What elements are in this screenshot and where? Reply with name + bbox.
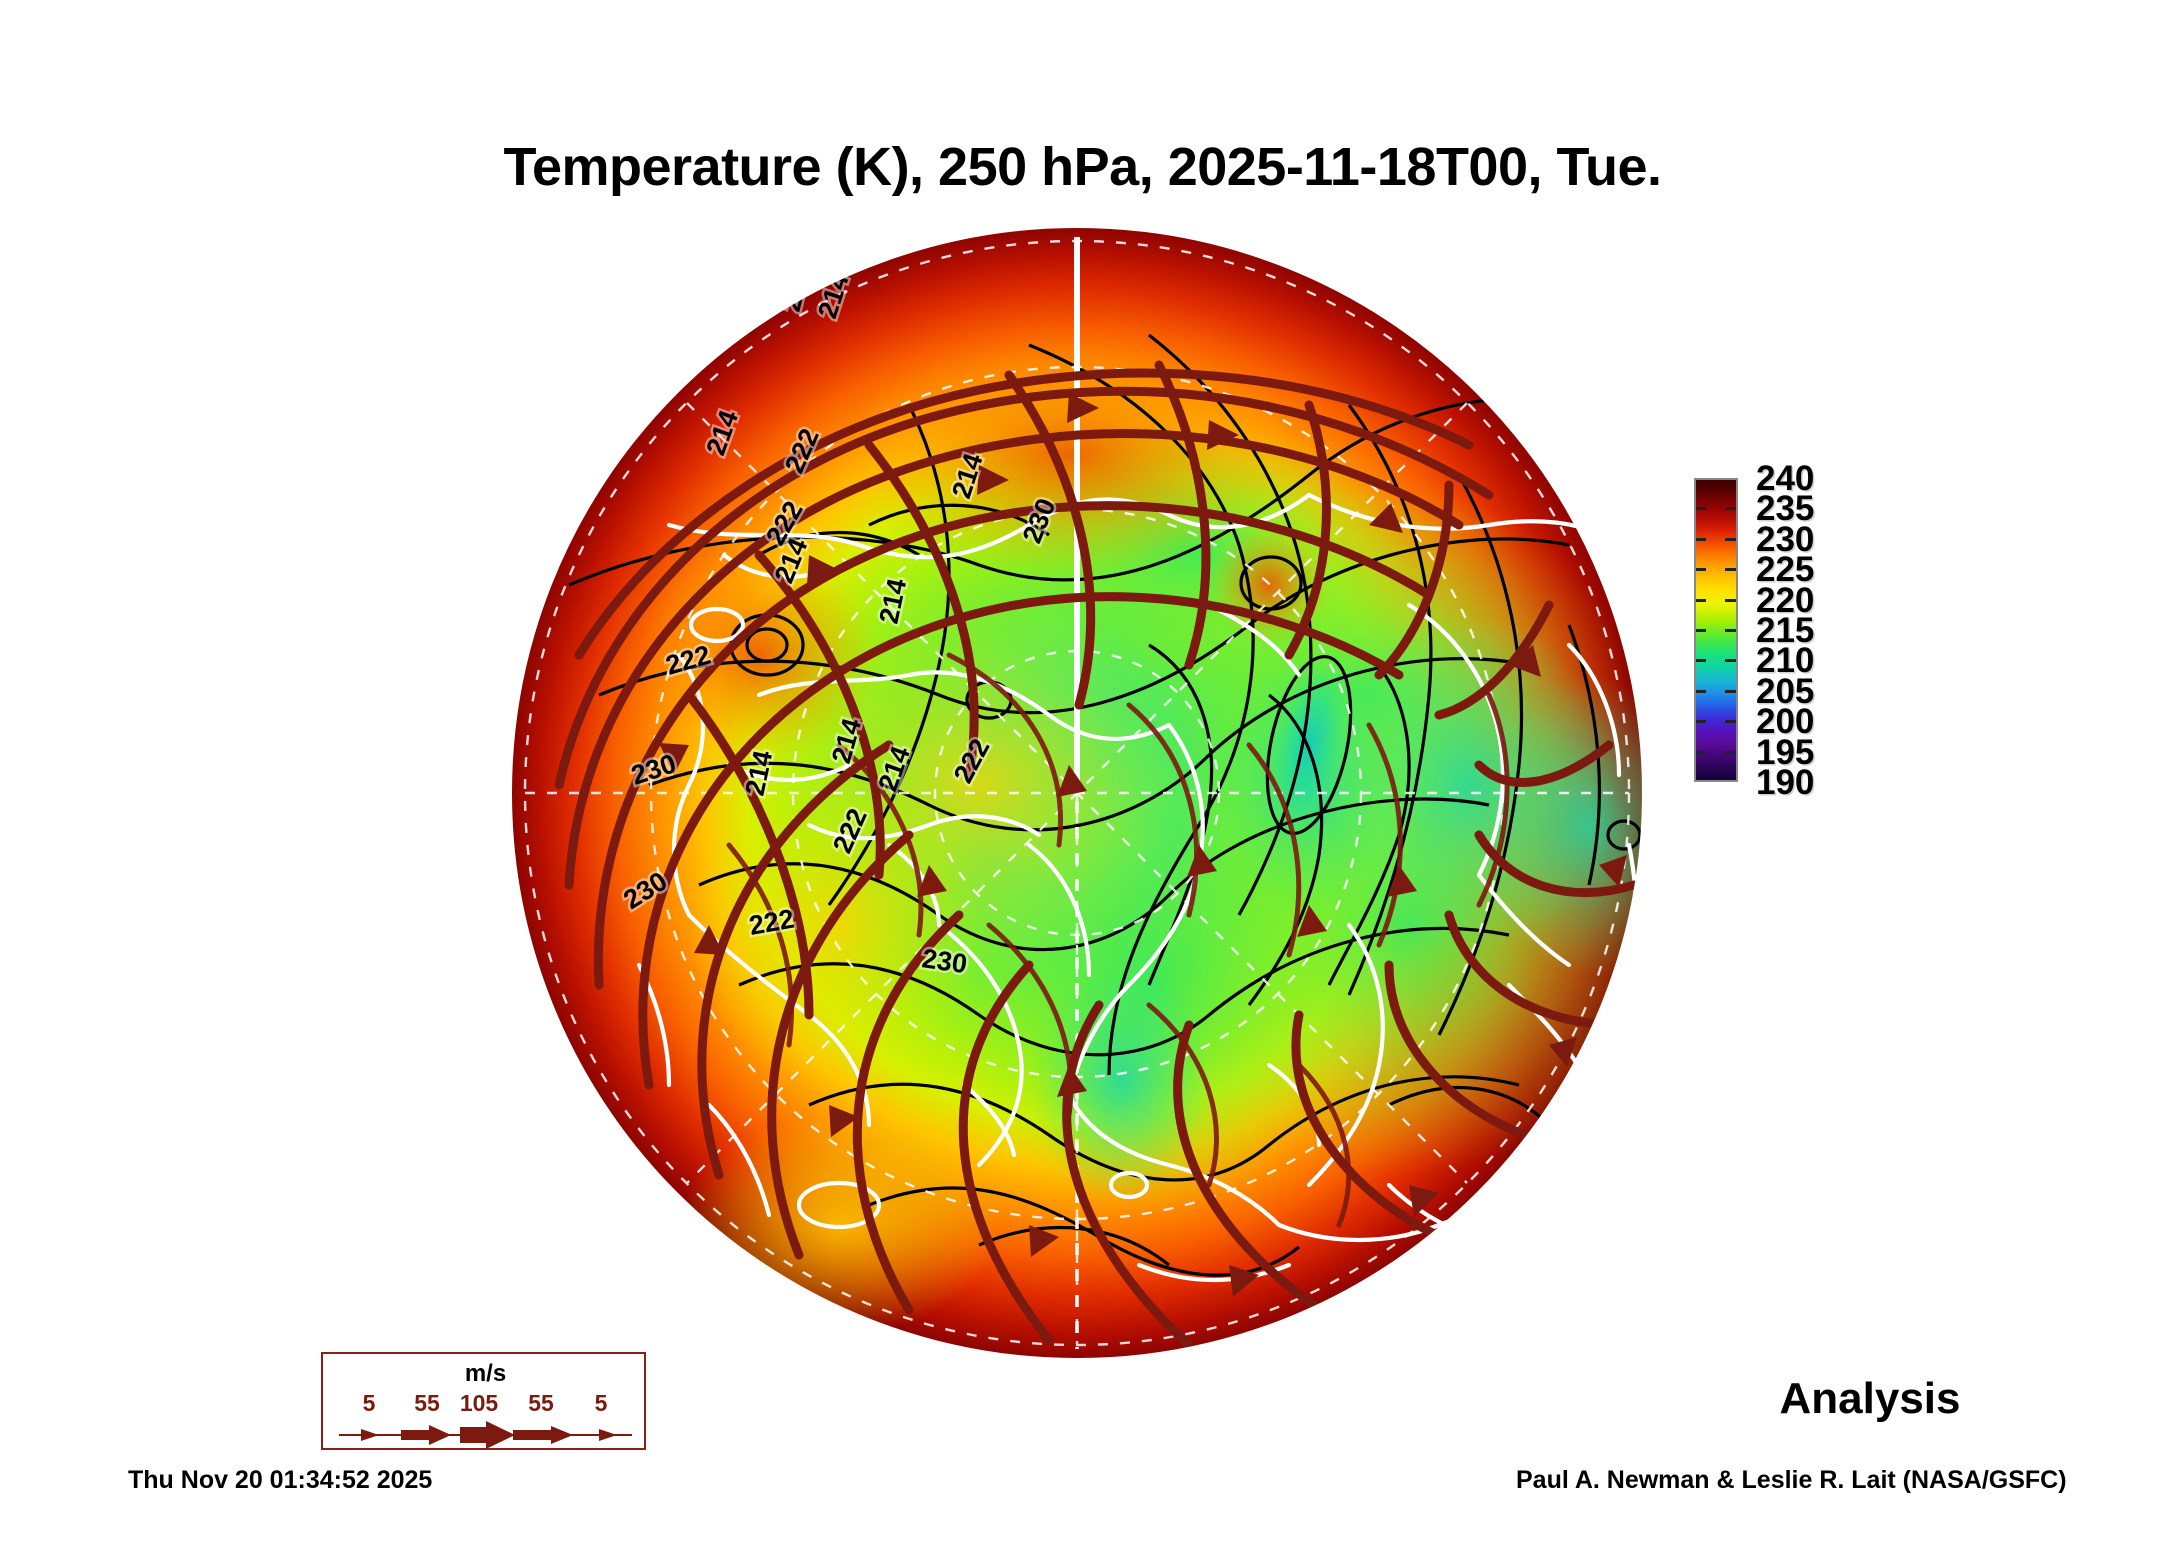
colorbar-tick-label: 220 [1756,580,1815,620]
author-credit: Paul A. Newman & Leslie R. Lait (NASA/GS… [1516,1466,2067,1494]
colorbar-tick-label: 235 [1756,489,1815,529]
wind-speed-legend: m/s 5 55 105 55 5 [321,1352,646,1450]
colorbar-tick-label: 205 [1756,671,1815,711]
colorbar-tick-mark [1725,720,1736,724]
colorbar-tick-label: 215 [1756,611,1815,650]
colorbar-tick-mark [1696,598,1706,602]
contour-label: 230 [920,943,969,979]
wind-unit-label: m/s [464,1360,507,1387]
colorbar-tick-mark [1725,750,1736,754]
svg-text:214: 214 [874,576,913,626]
colorbar-tick-mark [1725,689,1736,693]
contour-label: 230 [772,225,822,251]
colorbar-tick-mark [1696,568,1706,572]
wind-speed-value: 5 [362,1390,376,1416]
svg-text:230: 230 [524,464,572,518]
wind-arrow-scale [339,1421,632,1449]
colorbar-tick-mark [1725,629,1736,632]
colorbar-tick-label: 210 [1756,641,1815,681]
colorbar-tick-mark [1696,689,1706,693]
wind-speed-value: 105 [459,1390,499,1416]
wind-speed-value: 55 [528,1390,554,1416]
colorbar-tick-mark [1725,507,1736,511]
colorbar-tick-mark [1696,507,1706,511]
wind-arrowheads [659,393,1627,1297]
colorbar-tick-label: 200 [1756,702,1815,742]
colorbar-tick-mark [1696,537,1706,541]
contour-label: 230 [524,464,572,518]
colorbar-tick-label: 240 [1756,459,1815,498]
analysis-label: Analysis [1779,1374,1961,1423]
colorbar-tick-mark [1725,537,1736,541]
colorbar-tick-label: 230 [1756,519,1815,559]
wind-speed-value: 55 [414,1390,440,1416]
colorbar-tick-mark [1696,720,1706,724]
render-timestamp: Thu Nov 20 01:34:52 2025 [128,1466,433,1494]
colorbar-tick-label: 195 [1756,732,1815,772]
map-disc-outline [510,226,1644,1360]
colorbar-tick-mark [1696,629,1706,632]
colorbar-tick-mark [1696,750,1706,754]
page-title: Temperature (K), 250 hPa, 2025-11-18T00,… [503,137,1662,197]
wind-speed-value: 5 [594,1390,608,1416]
colorbar-tick-mark [1725,568,1736,572]
polar-map: 230 230 222 222 214 214 214 214 222 222 222 222 214 2… [509,225,1646,1362]
wind-streamlines [554,360,1639,1350]
colorbar-tick-mark [1725,659,1736,663]
colorbar-tick-label: 190 [1756,763,1815,802]
colorbar-ticks [1694,478,1754,782]
svg-text:230: 230 [772,225,822,251]
colorbar-tick-mark [1696,659,1706,663]
colorbar-tick-mark [1725,598,1736,602]
wind-streamlines-thin [726,652,1510,1228]
colorbar: 240 235 230 225 220 215 210 205 200 195 190 [1694,461,1994,808]
colorbar-tick-label: 225 [1756,550,1815,590]
